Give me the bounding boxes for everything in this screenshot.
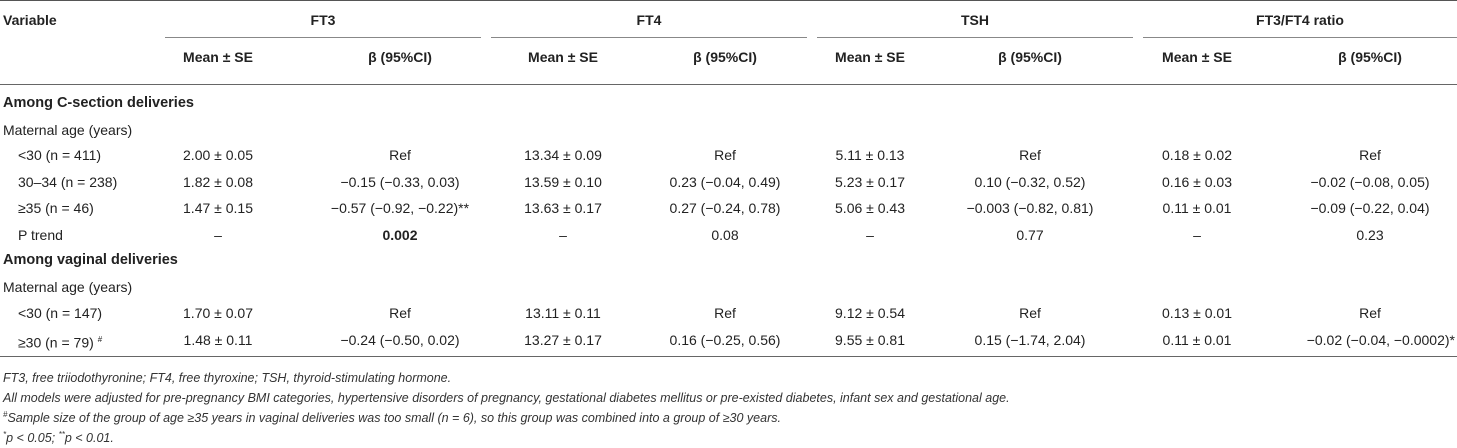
cell: 0.11 ± 0.01	[1162, 332, 1232, 348]
header-ft3: FT3	[310, 12, 336, 28]
row-name: 30–34 (n = 238)	[18, 174, 118, 190]
group-underline-ratio	[1143, 37, 1457, 38]
footnote-marker: #	[97, 335, 103, 344]
cell: −0.57 (−0.92, −0.22)**	[330, 200, 470, 216]
cell: −0.24 (−0.50, 0.02)	[340, 332, 460, 348]
cell: 0.77	[1016, 227, 1044, 243]
cell: 0.23 (−0.04, 0.49)	[669, 174, 781, 190]
cell: 13.34 ± 0.09	[524, 147, 602, 163]
cell: 9.55 ± 0.81	[835, 332, 905, 348]
subheader-beta: β (95%CI)	[368, 49, 432, 65]
cell: Ref	[1019, 147, 1041, 163]
cell: −0.02 (−0.04, −0.0002)*	[1306, 332, 1455, 348]
subheader-mean: Mean ± SE	[835, 49, 905, 65]
cell: 13.63 ± 0.17	[524, 200, 602, 216]
row-label: Maternal age (years)	[3, 279, 133, 295]
cell: Ref	[1359, 305, 1381, 321]
cell: 0.18 ± 0.02	[1162, 147, 1232, 163]
row-name: <30 (n = 411)	[18, 147, 102, 163]
section-title: Among vaginal deliveries	[3, 252, 178, 268]
cell: 9.12 ± 0.54	[835, 305, 905, 321]
cell: 13.59 ± 0.10	[524, 174, 602, 190]
cell: Ref	[389, 147, 411, 163]
row-name: P trend	[18, 227, 63, 243]
cell: –	[214, 227, 222, 243]
group-underline-tsh	[817, 37, 1133, 38]
header-variable: Variable	[3, 12, 57, 28]
subheader-beta: β (95%CI)	[998, 49, 1062, 65]
table-bottom-rule	[0, 356, 1457, 357]
hash-note: Sample size of the group of age ≥35 year…	[7, 411, 781, 426]
cell: 5.06 ± 0.43	[835, 200, 905, 216]
footnote-significance: *p < 0.05; **p < 0.01.	[3, 430, 114, 445]
footnote-adjust: All models were adjusted for pre-pregnan…	[3, 391, 1010, 405]
group-underline-ft4	[491, 37, 807, 38]
cell: −0.09 (−0.22, 0.04)	[1310, 200, 1430, 216]
cell: 13.11 ± 0.11	[525, 305, 601, 321]
section-title: Among C-section deliveries	[3, 95, 194, 111]
header-tsh: TSH	[961, 12, 989, 28]
cell-bold-pvalue: 0.002	[382, 227, 418, 243]
cell: 1.48 ± 0.11	[183, 332, 253, 348]
cell: Ref	[714, 147, 736, 163]
row-name: <30 (n = 147)	[18, 305, 103, 321]
subheader-mean: Mean ± SE	[183, 49, 253, 65]
cell: Ref	[389, 305, 411, 321]
cell: –	[866, 227, 874, 243]
subheader-mean: Mean ± SE	[528, 49, 598, 65]
cell: 0.15 (−1.74, 2.04)	[974, 332, 1086, 348]
cell: –	[1193, 227, 1201, 243]
subheader-mean: Mean ± SE	[1162, 49, 1232, 65]
cell: –	[559, 227, 567, 243]
sig-text: p < 0.01.	[64, 431, 114, 446]
row-name: ≥30 (n = 79) #	[18, 334, 103, 351]
cell: 1.70 ± 0.07	[183, 305, 253, 321]
cell: 0.11 ± 0.01	[1162, 200, 1232, 216]
cell: 0.27 (−0.24, 0.78)	[669, 200, 781, 216]
sig-mark: *	[3, 430, 7, 439]
cell: −0.15 (−0.33, 0.03)	[340, 174, 460, 190]
cell: 0.08	[711, 227, 739, 243]
header-rule	[0, 84, 1457, 85]
cell: 0.10 (−0.32, 0.52)	[974, 174, 1086, 190]
subheader-beta: β (95%CI)	[693, 49, 757, 65]
cell: 0.23	[1356, 227, 1384, 243]
cell: 2.00 ± 0.05	[183, 147, 253, 163]
sig-mark: **	[58, 430, 65, 439]
header-ratio: FT3/FT4 ratio	[1256, 12, 1344, 28]
table-top-rule	[0, 0, 1457, 1]
row-name: ≥35 (n = 46)	[18, 200, 94, 216]
hash-mark: #	[3, 410, 8, 419]
sig-text: p < 0.05;	[6, 431, 59, 446]
cell: 13.27 ± 0.17	[524, 332, 602, 348]
cell: −0.02 (−0.08, 0.05)	[1310, 174, 1430, 190]
cell: −0.003 (−0.82, 0.81)	[966, 200, 1094, 216]
subheader-beta: β (95%CI)	[1338, 49, 1402, 65]
footnote-abbrev: FT3, free triiodothyronine; FT4, free th…	[3, 371, 452, 385]
cell: 0.16 ± 0.03	[1162, 174, 1232, 190]
cell: Ref	[1359, 147, 1381, 163]
header-ft4: FT4	[636, 12, 662, 28]
cell: 1.82 ± 0.08	[183, 174, 253, 190]
cell: 1.47 ± 0.15	[183, 200, 253, 216]
row-label: Maternal age (years)	[3, 122, 133, 138]
cell: 5.23 ± 0.17	[835, 174, 905, 190]
footnote-hash: #Sample size of the group of age ≥35 yea…	[3, 410, 781, 425]
cell: Ref	[1019, 305, 1041, 321]
cell: 5.11 ± 0.13	[835, 147, 905, 163]
cell: Ref	[714, 305, 736, 321]
cell: 0.16 (−0.25, 0.56)	[669, 332, 781, 348]
group-underline-ft3	[165, 37, 481, 38]
cell: 0.13 ± 0.01	[1162, 305, 1232, 321]
